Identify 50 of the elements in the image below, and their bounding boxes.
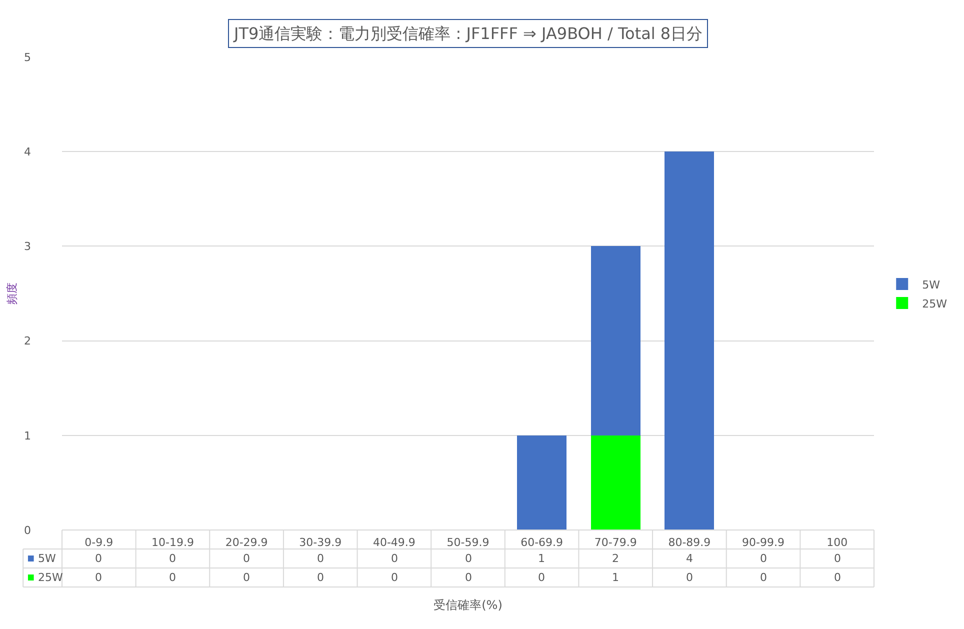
- legend-label: 5W: [922, 278, 940, 292]
- y-tick-label: 3: [24, 240, 31, 254]
- text: 5W: [38, 552, 56, 565]
- text: 25W: [38, 571, 63, 584]
- data-label: 0: [391, 571, 398, 584]
- x-tick-label: 80-89.9: [668, 536, 711, 549]
- chart-title: JT9通信実験：電力別受信確率 : JF1FFF ⇒ JA9BOH / Total 8日分: [233, 24, 703, 43]
- data-label: 0: [538, 571, 545, 584]
- x-tick-label: 60-69.9: [520, 536, 564, 549]
- data-label: 0: [169, 552, 176, 565]
- bar: [590, 435, 640, 530]
- x-tick-label: 10-19.9: [151, 536, 194, 549]
- x-tick-label: 20-29.9: [225, 536, 268, 549]
- data-label: 0: [317, 552, 324, 565]
- bar: [517, 435, 567, 530]
- data-label: 0: [95, 571, 102, 584]
- x-axis-title: 受信確率(%): [434, 598, 502, 612]
- x-tick-label: 90-99.9: [742, 536, 785, 549]
- data-label: 0: [243, 571, 250, 584]
- y-tick-label: 5: [24, 50, 31, 64]
- x-tick-label: 0-9.9: [84, 536, 114, 549]
- x-tick-label: 40-49.9: [372, 536, 416, 549]
- data-label: 0: [834, 552, 841, 565]
- x-tick-label: 30-39.9: [299, 536, 342, 549]
- legend-label: 25W: [922, 297, 948, 310]
- y-tick-label: 0: [24, 524, 31, 537]
- data-label: 1: [538, 552, 545, 565]
- y-axis-title: 頻度: [6, 282, 19, 304]
- data-label: 0: [686, 571, 693, 584]
- y-tick-label: 1: [24, 429, 31, 442]
- data-label: 0: [169, 571, 176, 584]
- data-label: 0: [243, 552, 250, 565]
- data-label: 2: [612, 552, 619, 565]
- data-label: 0: [95, 552, 102, 565]
- data-label: 0: [760, 571, 767, 584]
- data-label: 0: [465, 552, 472, 565]
- data-label: 1: [612, 571, 619, 584]
- bar: [590, 246, 640, 436]
- data-label: 0: [834, 571, 841, 584]
- data-label: 0: [391, 552, 398, 565]
- x-tick-label: 50-59.9: [446, 536, 490, 549]
- data-label: 4: [686, 552, 693, 565]
- x-tick-label: 100: [826, 536, 848, 549]
- bar: [664, 152, 714, 530]
- data-label: 0: [760, 552, 767, 565]
- data-label: 0: [465, 571, 472, 584]
- y-tick-label: 4: [24, 145, 31, 158]
- x-tick-label: 70-79.9: [594, 536, 637, 549]
- data-label: 0: [317, 571, 324, 584]
- y-tick-label: 2: [24, 334, 31, 348]
